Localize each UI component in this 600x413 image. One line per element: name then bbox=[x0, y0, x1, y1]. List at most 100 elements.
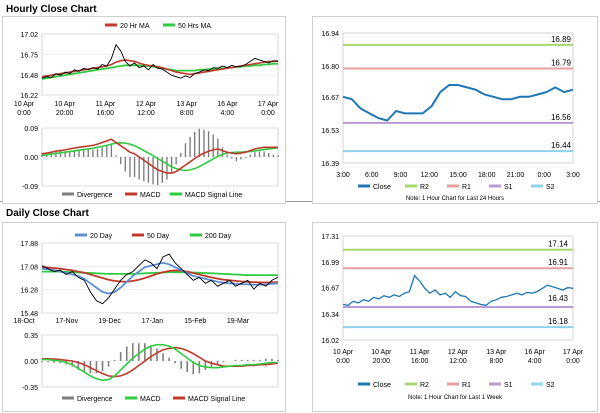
daily-price-xtick: 19-Dec bbox=[98, 318, 121, 325]
hourly-price-xtick-time: 8:00 bbox=[180, 110, 194, 117]
daily-macd-legend-label: Divergence bbox=[77, 396, 113, 403]
daily-macd-ytick: -0.35 bbox=[22, 385, 38, 392]
daily-pivot-legend-label: S1 bbox=[504, 382, 513, 389]
daily-pivot-ytick: 17.31 bbox=[321, 234, 339, 241]
hourly-pivot-close-line bbox=[342, 84, 574, 122]
hourly-price-xtick-date: 12 Apr bbox=[136, 101, 157, 108]
daily-pivot-note: Note: 1 Hour Chart for Last 1 Week bbox=[408, 395, 503, 401]
hourly-price-xtick-date: 13 Apr bbox=[177, 101, 198, 108]
hourly-pivot-xtick: 9:00 bbox=[394, 172, 408, 179]
daily-pivot-close-line bbox=[342, 274, 574, 306]
section-divider bbox=[0, 201, 600, 202]
daily-price-ytick: 15.48 bbox=[20, 311, 38, 318]
hourly-price-xtick-date: 10 Apr bbox=[14, 101, 35, 108]
hourly-pivot-ytick: 16.94 bbox=[321, 31, 339, 38]
hourly-left-panel bbox=[2, 16, 286, 204]
hourly-price-xtick-time: 4:00 bbox=[221, 110, 235, 117]
daily-pivot-xtick-date: 13 Apr bbox=[486, 349, 507, 356]
hourly-pivot-xtick: 12:00 bbox=[420, 172, 438, 179]
hourly-pivot-legend-label: R1 bbox=[462, 184, 471, 191]
hourly-price-xtick-date: 11 Apr bbox=[95, 101, 115, 108]
hourly-pivot-xtick: 3:00 bbox=[566, 172, 580, 179]
hourly-pivot-ytick: 16.39 bbox=[321, 161, 339, 168]
hourly-pivot-note: Note: 1 Hour Chart for Last 24 Hours bbox=[406, 196, 504, 202]
hourly-price-xtick-time: 12:00 bbox=[137, 110, 155, 117]
hourly-pivot-legend-label: S2 bbox=[546, 184, 555, 191]
daily-price-xtick: 18-Oct bbox=[13, 318, 34, 325]
hourly-macd-legend-label: MACD Signal Line bbox=[185, 192, 242, 199]
daily-price-xtick: 17-Jan bbox=[142, 318, 164, 325]
hourly-macd-line bbox=[41, 138, 278, 174]
daily-pivot-level-label: 16.43 bbox=[548, 294, 569, 303]
hourly-price-ytick: 16.75 bbox=[20, 53, 38, 60]
hourly-pivot-ytick: 16.67 bbox=[321, 95, 339, 102]
hourly-pivot-legend-label: Close bbox=[373, 184, 391, 191]
daily-pivot-xtick-date: 16 Apr bbox=[525, 349, 546, 356]
hourly-price-ytick: 17.02 bbox=[20, 32, 38, 39]
hourly-price-xtick-date: 10 Apr bbox=[55, 101, 76, 108]
hourly-price-xtick-date: 16 Apr bbox=[217, 101, 238, 108]
hourly-macd-legend-label: MACD bbox=[140, 192, 161, 199]
daily-price-legend-label: 20 Day bbox=[90, 233, 113, 240]
hourly-pivot-legend-label: R2 bbox=[420, 184, 429, 191]
daily-pivot-plot-frame bbox=[342, 235, 574, 341]
hourly-pivot-xtick: 3:00 bbox=[336, 172, 350, 179]
hourly-pivot-xtick: 0:00 bbox=[537, 172, 551, 179]
hourly-price-legend-label: 20 Hr MA bbox=[120, 23, 150, 30]
daily-pivot-xtick-time: 16:00 bbox=[411, 358, 429, 365]
daily-pivot-xtick-time: 12:00 bbox=[449, 358, 467, 365]
hourly-macd-ytick: 0.00 bbox=[24, 155, 38, 162]
hourly-section-title: Hourly Close Chart bbox=[6, 4, 97, 15]
daily-macd-legend-label: MACD Signal Line bbox=[188, 396, 245, 403]
daily-pivot-level-label: 16.91 bbox=[548, 258, 569, 267]
daily-pivot-xtick-time: 0:00 bbox=[566, 358, 580, 365]
hourly-price-xtick-time: 16:00 bbox=[97, 110, 115, 117]
daily-pivot-legend-label: S2 bbox=[546, 382, 555, 389]
daily-pivot-legend-label: R1 bbox=[462, 382, 471, 389]
daily-pivot-xtick-date: 10 Apr bbox=[371, 349, 392, 356]
daily-pivot-legend-label: R2 bbox=[420, 382, 429, 389]
daily-left-panel bbox=[2, 222, 286, 412]
hourly-pivot-level-label: 16.79 bbox=[551, 58, 572, 67]
daily-price-xtick: 17-Nov bbox=[56, 318, 79, 325]
hourly-macd-legend-label: Divergence bbox=[77, 192, 113, 199]
daily-pivot-ytick: 16.99 bbox=[321, 260, 339, 267]
hourly-price-xtick-time: 20:00 bbox=[56, 110, 74, 117]
daily-pivot-xtick-date: 11 Apr bbox=[410, 349, 430, 356]
hourly-pivot-ytick: 16.53 bbox=[321, 128, 339, 135]
daily-pivot-xtick-time: 0:00 bbox=[336, 358, 350, 365]
daily-close-line bbox=[41, 253, 279, 305]
daily-pivot-xtick-date: 17 Apr bbox=[563, 349, 584, 356]
hourly-macd-signal-line bbox=[41, 141, 279, 172]
hourly-pivot-level-label: 16.56 bbox=[551, 113, 572, 122]
daily-macd-ytick: 0.00 bbox=[24, 359, 38, 366]
daily-price-ytick: 17.88 bbox=[20, 241, 38, 248]
hourly-pivot-level-label: 16.44 bbox=[551, 141, 572, 150]
daily-pivot-level-label: 17.14 bbox=[548, 240, 569, 249]
daily-price-legend-label: 50 Day bbox=[147, 233, 170, 240]
hourly-macd-ytick: 0.09 bbox=[24, 126, 38, 133]
daily-price-ytick: 17.08 bbox=[20, 264, 38, 271]
daily-price-legend-label: 200 Day bbox=[205, 233, 232, 240]
daily-pivot-legend-label: Close bbox=[373, 382, 391, 389]
hourly-macd-ytick: -0.09 bbox=[22, 184, 38, 191]
daily-section-title: Daily Close Chart bbox=[6, 208, 89, 219]
hourly-close-line bbox=[41, 43, 279, 79]
hourly-price-xtick-date: 17 Apr bbox=[258, 101, 279, 108]
daily-price-xtick: 19-Mar bbox=[227, 318, 250, 325]
daily-pivot-level-label: 16.18 bbox=[548, 317, 569, 326]
hourly-pivot-panel bbox=[312, 16, 598, 204]
hourly-price-xtick-time: 0:00 bbox=[17, 110, 31, 117]
daily-pivot-xtick-time: 4:00 bbox=[528, 358, 542, 365]
daily-pivot-xtick-date: 10 Apr bbox=[333, 349, 354, 356]
daily-price-ytick: 16.28 bbox=[20, 288, 38, 295]
daily-price-xtick: 15-Feb bbox=[184, 318, 206, 325]
daily-macd-line bbox=[42, 343, 278, 382]
daily-pivot-xtick-time: 20:00 bbox=[373, 358, 391, 365]
daily-pivot-xtick-time: 8:00 bbox=[490, 358, 504, 365]
hourly-price-legend-label: 50 Hrs MA bbox=[178, 23, 211, 30]
hourly-price-ytick: 16.48 bbox=[20, 73, 38, 80]
